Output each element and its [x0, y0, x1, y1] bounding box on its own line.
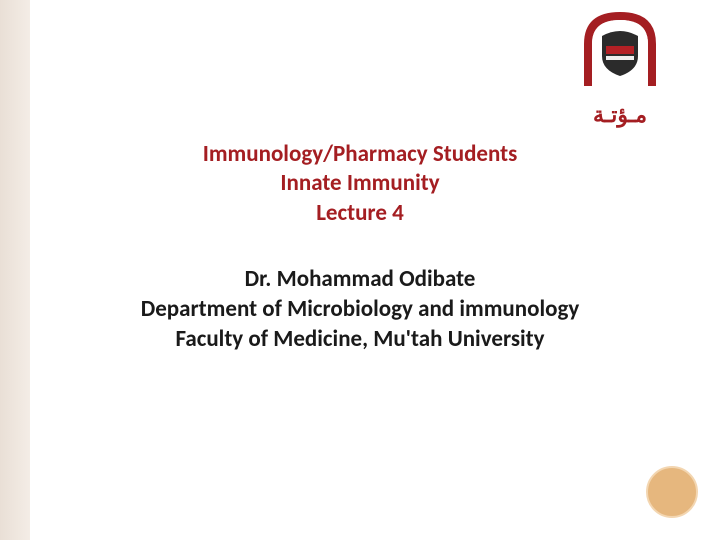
title-block: Immunology/Pharmacy Students Innate Immu… — [0, 140, 720, 228]
university-logo: مـؤتـة — [560, 6, 680, 126]
title-line-3: Lecture 4 — [0, 199, 720, 228]
title-line-2: Innate Immunity — [0, 169, 720, 198]
author-line-1: Dr. Mohammad Odibate — [0, 265, 720, 295]
logo-arabic-text: مـؤتـة — [560, 104, 680, 126]
logo-arch-icon — [578, 6, 662, 90]
corner-decorative-circle — [646, 466, 698, 518]
author-line-2: Department of Microbiology and immunolog… — [0, 295, 720, 325]
author-block: Dr. Mohammad Odibate Department of Micro… — [0, 265, 720, 355]
title-line-1: Immunology/Pharmacy Students — [0, 140, 720, 169]
author-line-3: Faculty of Medicine, Mu'tah University — [0, 325, 720, 355]
